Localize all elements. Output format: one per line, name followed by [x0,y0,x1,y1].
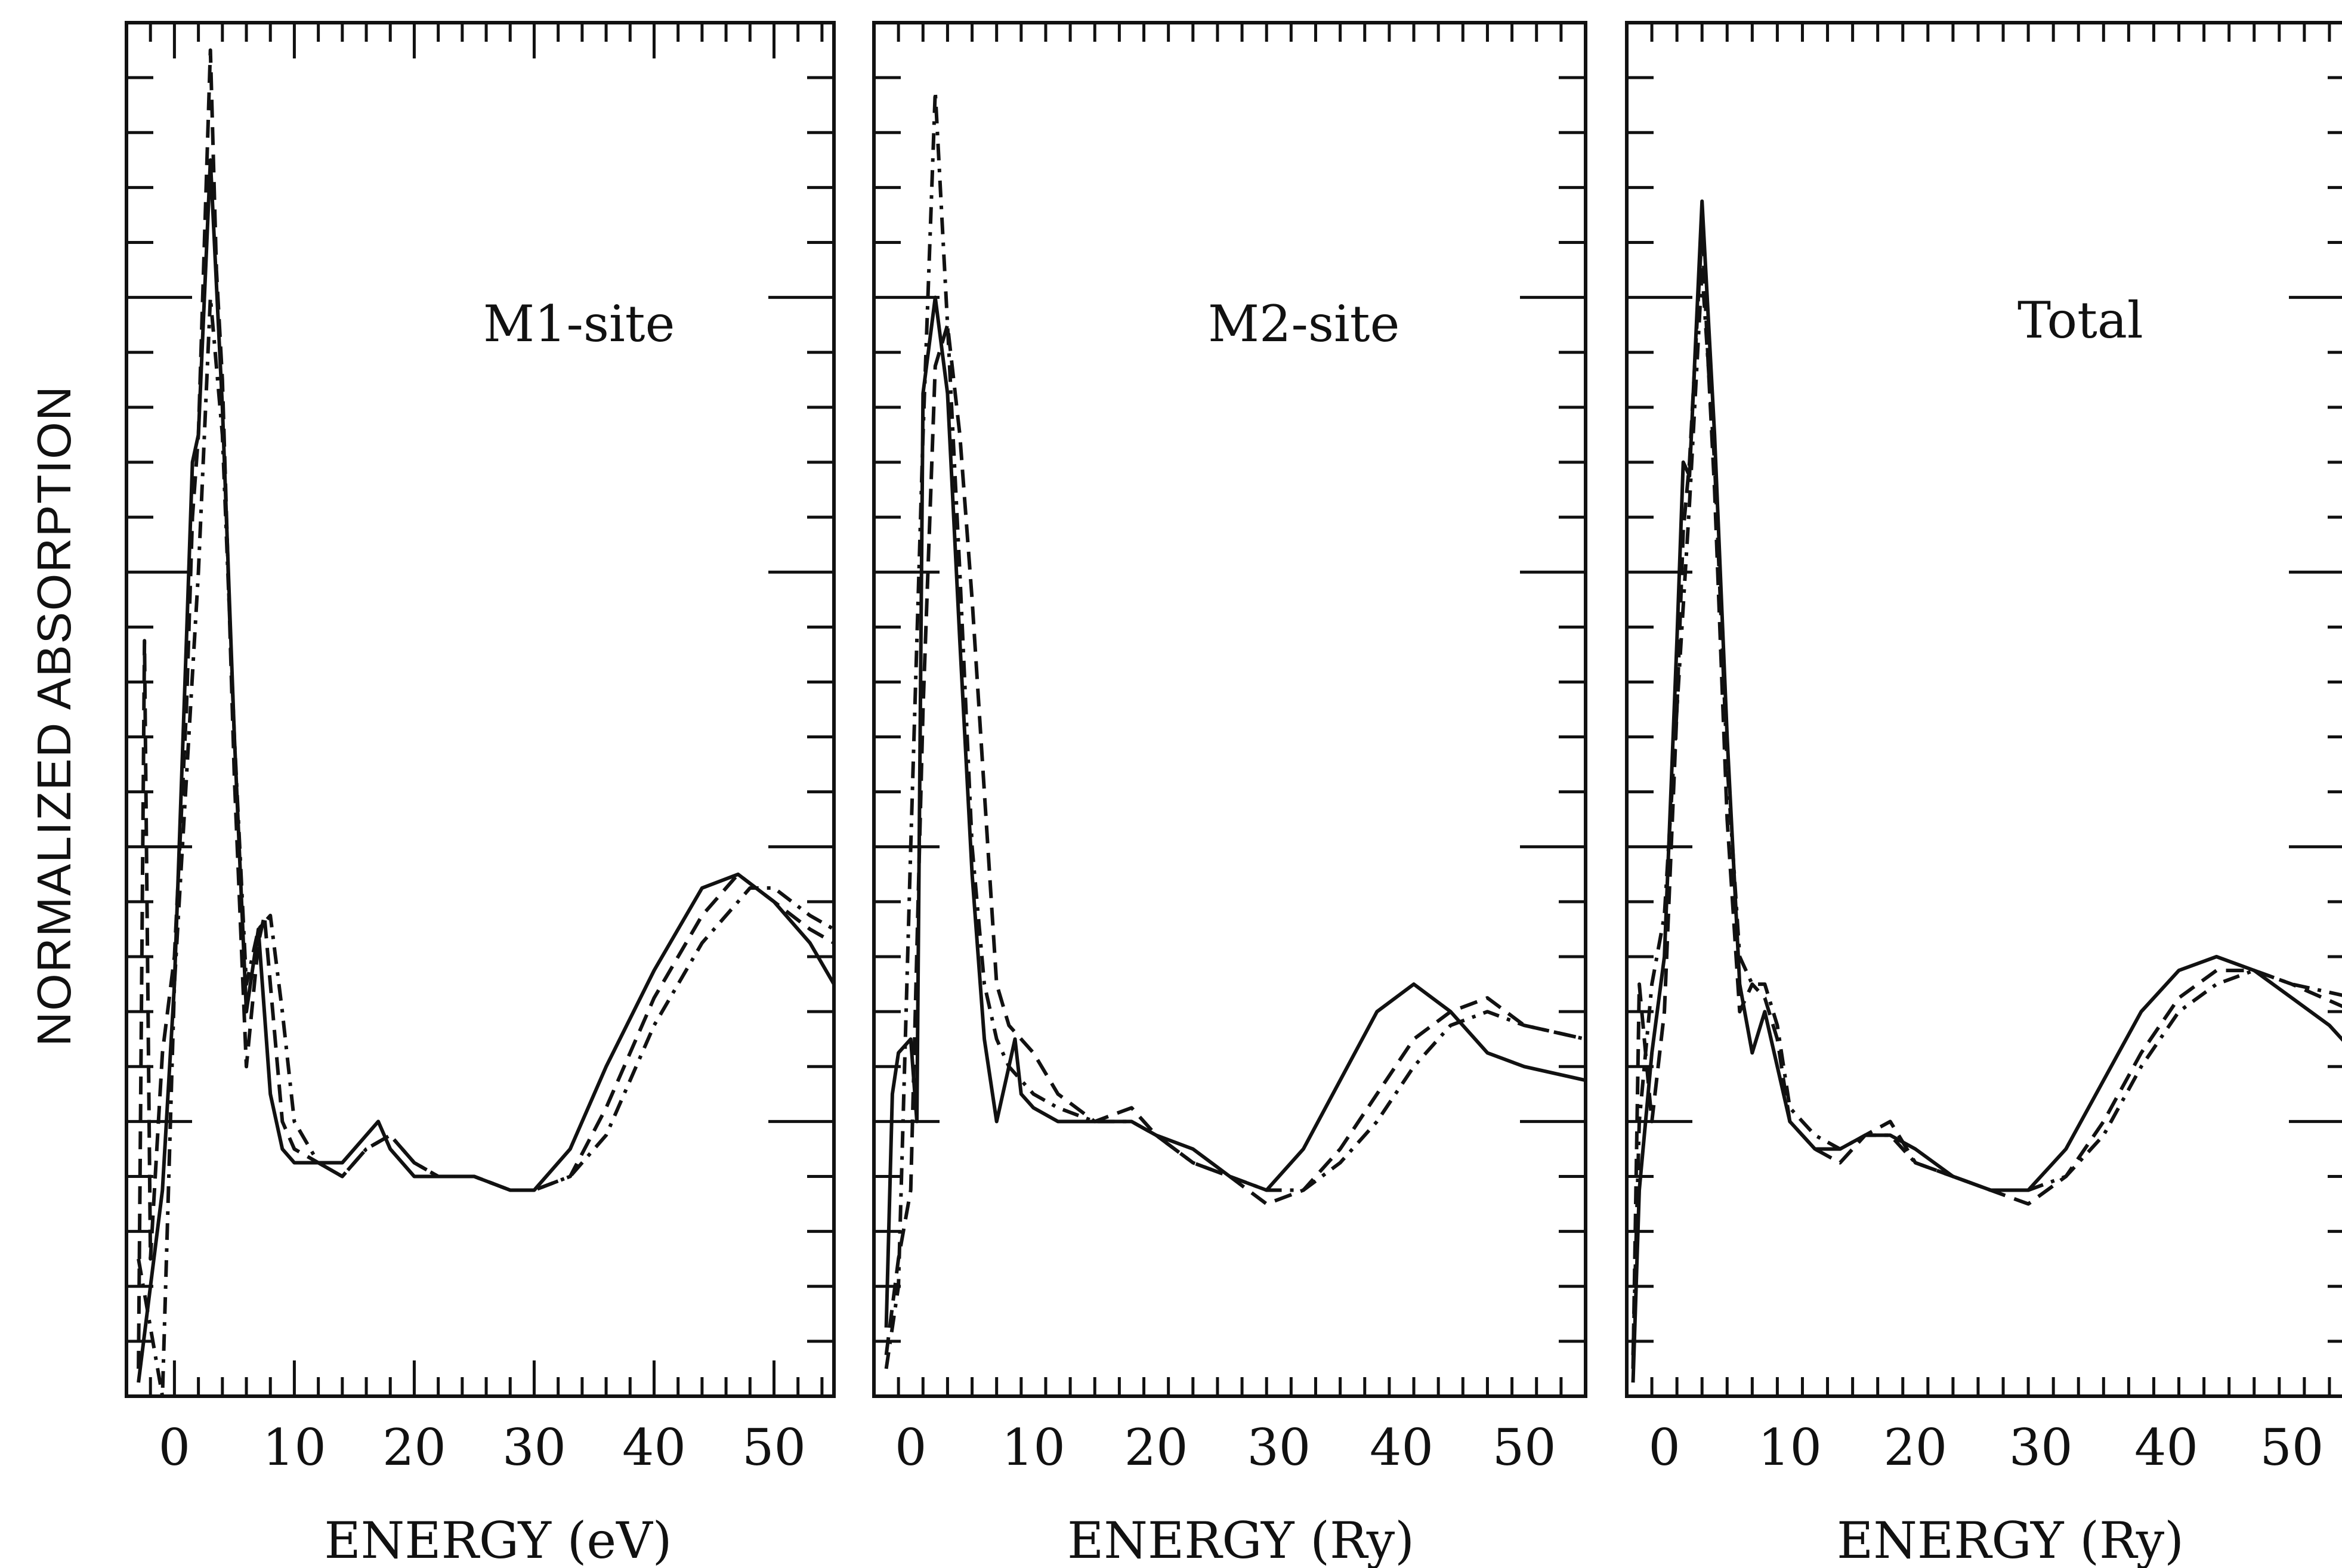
panel-m1-site: 0 10 20 30 40 50 M1-site ENERGY (eV) [125,21,836,1568]
x-tick-labels: 0 10 20 30 40 50 [159,1418,806,1477]
panel-frame [125,21,836,1398]
x-tick-labels: 0 10 20 30 40 50 [895,1418,1556,1477]
panel-frame [872,21,1587,1398]
series-line-dashed [137,48,835,1369]
series-line-solid [884,295,1586,1328]
panel-frame [1625,21,2342,1398]
series-line-dashed [884,323,1586,1356]
panel-m2-site: 0 10 20 30 40 50 M2-site ENERGY (Ry) [872,21,1587,1568]
x-tick-label: 10 [1002,1418,1065,1477]
x-tick-label: 20 [382,1418,446,1477]
y-axis-title: NORMALIZED ABSORPTION [27,385,81,1047]
panel-total: 0 10 20 30 40 50 Total ENERGY (Ry) [1625,21,2342,1568]
series-line-solid [137,158,836,1383]
panel-title: M2-site [1208,295,1399,353]
series-layer [884,89,1586,1369]
x-tick-label: 40 [1370,1418,1433,1477]
panel-title: Total [2017,291,2143,350]
series-line-dash-dot [884,89,1586,1369]
panel-title: M1-site [483,295,675,353]
x-tick-label: 20 [1124,1418,1188,1477]
x-tick-label: 20 [1883,1418,1947,1477]
series-line-solid [1631,199,2342,1383]
x-tick-label: 10 [1758,1418,1822,1477]
series-line-dash-dot [137,295,835,1398]
series-line-dash-dot [1631,268,2342,1355]
x-tick-label: 0 [895,1418,926,1477]
x-axis-title: ENERGY (Ry) [1837,1511,2184,1568]
x-tick-label: 50 [742,1418,806,1477]
x-tick-label: 30 [502,1418,566,1477]
ticks [125,21,834,1398]
ticks [1625,21,2342,1398]
x-tick-labels: 0 10 20 30 40 50 [1648,1418,2324,1477]
ticks [872,21,1587,1398]
x-tick-label: 30 [2009,1418,2073,1477]
x-tick-label: 50 [2260,1418,2324,1477]
series-layer [1631,199,2342,1383]
x-tick-label: 40 [2134,1418,2198,1477]
x-tick-label: 30 [1247,1418,1311,1477]
series-layer [137,48,836,1398]
x-axis-title: ENERGY (eV) [324,1511,672,1568]
x-tick-label: 0 [159,1418,190,1477]
x-tick-label: 40 [622,1418,686,1477]
x-tick-label: 0 [1648,1418,1680,1477]
x-axis-title: ENERGY (Ry) [1067,1511,1414,1568]
x-tick-label: 10 [262,1418,326,1477]
series-line-dashed [1631,227,2342,1369]
x-tick-label: 50 [1493,1418,1556,1477]
